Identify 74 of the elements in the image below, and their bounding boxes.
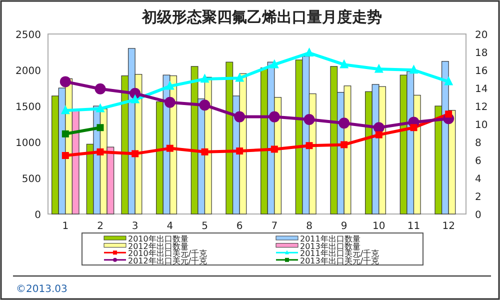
point [166, 144, 174, 152]
point [199, 100, 210, 111]
point [410, 124, 418, 132]
point [132, 150, 139, 158]
point [306, 142, 313, 150]
x-tick-label: 6 [236, 221, 243, 232]
y2-tick-label: 18 [475, 48, 488, 59]
y-tick-label: 2500 [16, 30, 41, 41]
point [374, 64, 384, 73]
x-tick-label: 3 [132, 221, 138, 232]
legend-label: 2011年出口数量 [300, 234, 360, 244]
point [130, 94, 140, 104]
x-tick-label: 10 [372, 221, 386, 232]
point [445, 110, 452, 118]
y2-tick-label: 20 [475, 30, 488, 41]
point [62, 152, 69, 159]
point [165, 80, 174, 90]
legend-label: 2010年出口数量 [128, 234, 188, 244]
y-tick-label: 2000 [16, 66, 41, 77]
point [304, 114, 315, 125]
point [373, 122, 384, 134]
x-tick-label: 12 [442, 221, 455, 232]
point [164, 96, 176, 108]
point [201, 148, 208, 156]
y2-tick-label: 14 [475, 84, 488, 95]
point [444, 76, 454, 86]
point [236, 148, 244, 154]
y-tick-label: 500 [22, 174, 41, 185]
y2-tick-label: 2 [475, 192, 482, 203]
point [304, 48, 314, 56]
y2-tick-label: 0 [475, 210, 482, 221]
x-tick-label: 11 [407, 221, 420, 232]
x-tick-label: 8 [306, 221, 312, 232]
point [409, 64, 418, 74]
point [234, 111, 246, 122]
y-tick-label: 0 [34, 210, 41, 221]
point [60, 76, 71, 88]
legend-label: 2012年出口数量 [128, 242, 188, 251]
point [338, 118, 350, 129]
y2-tick-label: 12 [475, 102, 488, 113]
y-tick-label: 1500 [16, 102, 41, 113]
y2-tick-label: 10 [475, 120, 488, 131]
x-tick-label: 7 [271, 221, 278, 232]
legend-label: 2013年出口数量 [300, 242, 360, 251]
point [200, 74, 210, 83]
y2-tick-label: 6 [475, 156, 482, 167]
point [94, 83, 106, 94]
legend-label: 2012年出口美元/千克 [128, 256, 208, 266]
text: ©2013.03 [16, 284, 68, 295]
point [235, 72, 244, 82]
point [270, 59, 279, 68]
point [270, 146, 278, 153]
x-tick-label: 9 [340, 221, 348, 232]
point [340, 59, 349, 68]
point [96, 148, 104, 156]
y-tick-label: 1000 [16, 138, 41, 149]
point [96, 103, 105, 112]
legend-label: 2011年出口美元/千克 [300, 249, 380, 258]
x-tick-label: 1 [62, 221, 69, 232]
y2-tick-label: 16 [475, 66, 488, 77]
point [375, 131, 382, 138]
point [340, 141, 348, 148]
y2-tick-label: 4 [475, 174, 482, 185]
point [62, 130, 69, 138]
point [60, 105, 70, 114]
x-tick-label: 2 [97, 221, 104, 232]
chart-title: 初级形态聚四氟乙烯出口量月度走势 [141, 8, 382, 26]
x-tick-label: 4 [166, 221, 174, 232]
x-tick-label: 5 [202, 221, 208, 232]
legend-label: 2013年出口美元/千克 [300, 256, 380, 266]
y2-tick-label: 8 [475, 138, 482, 149]
point [268, 111, 280, 122]
point [96, 124, 104, 132]
legend-label: 2010年出口美元/千克 [128, 249, 208, 258]
